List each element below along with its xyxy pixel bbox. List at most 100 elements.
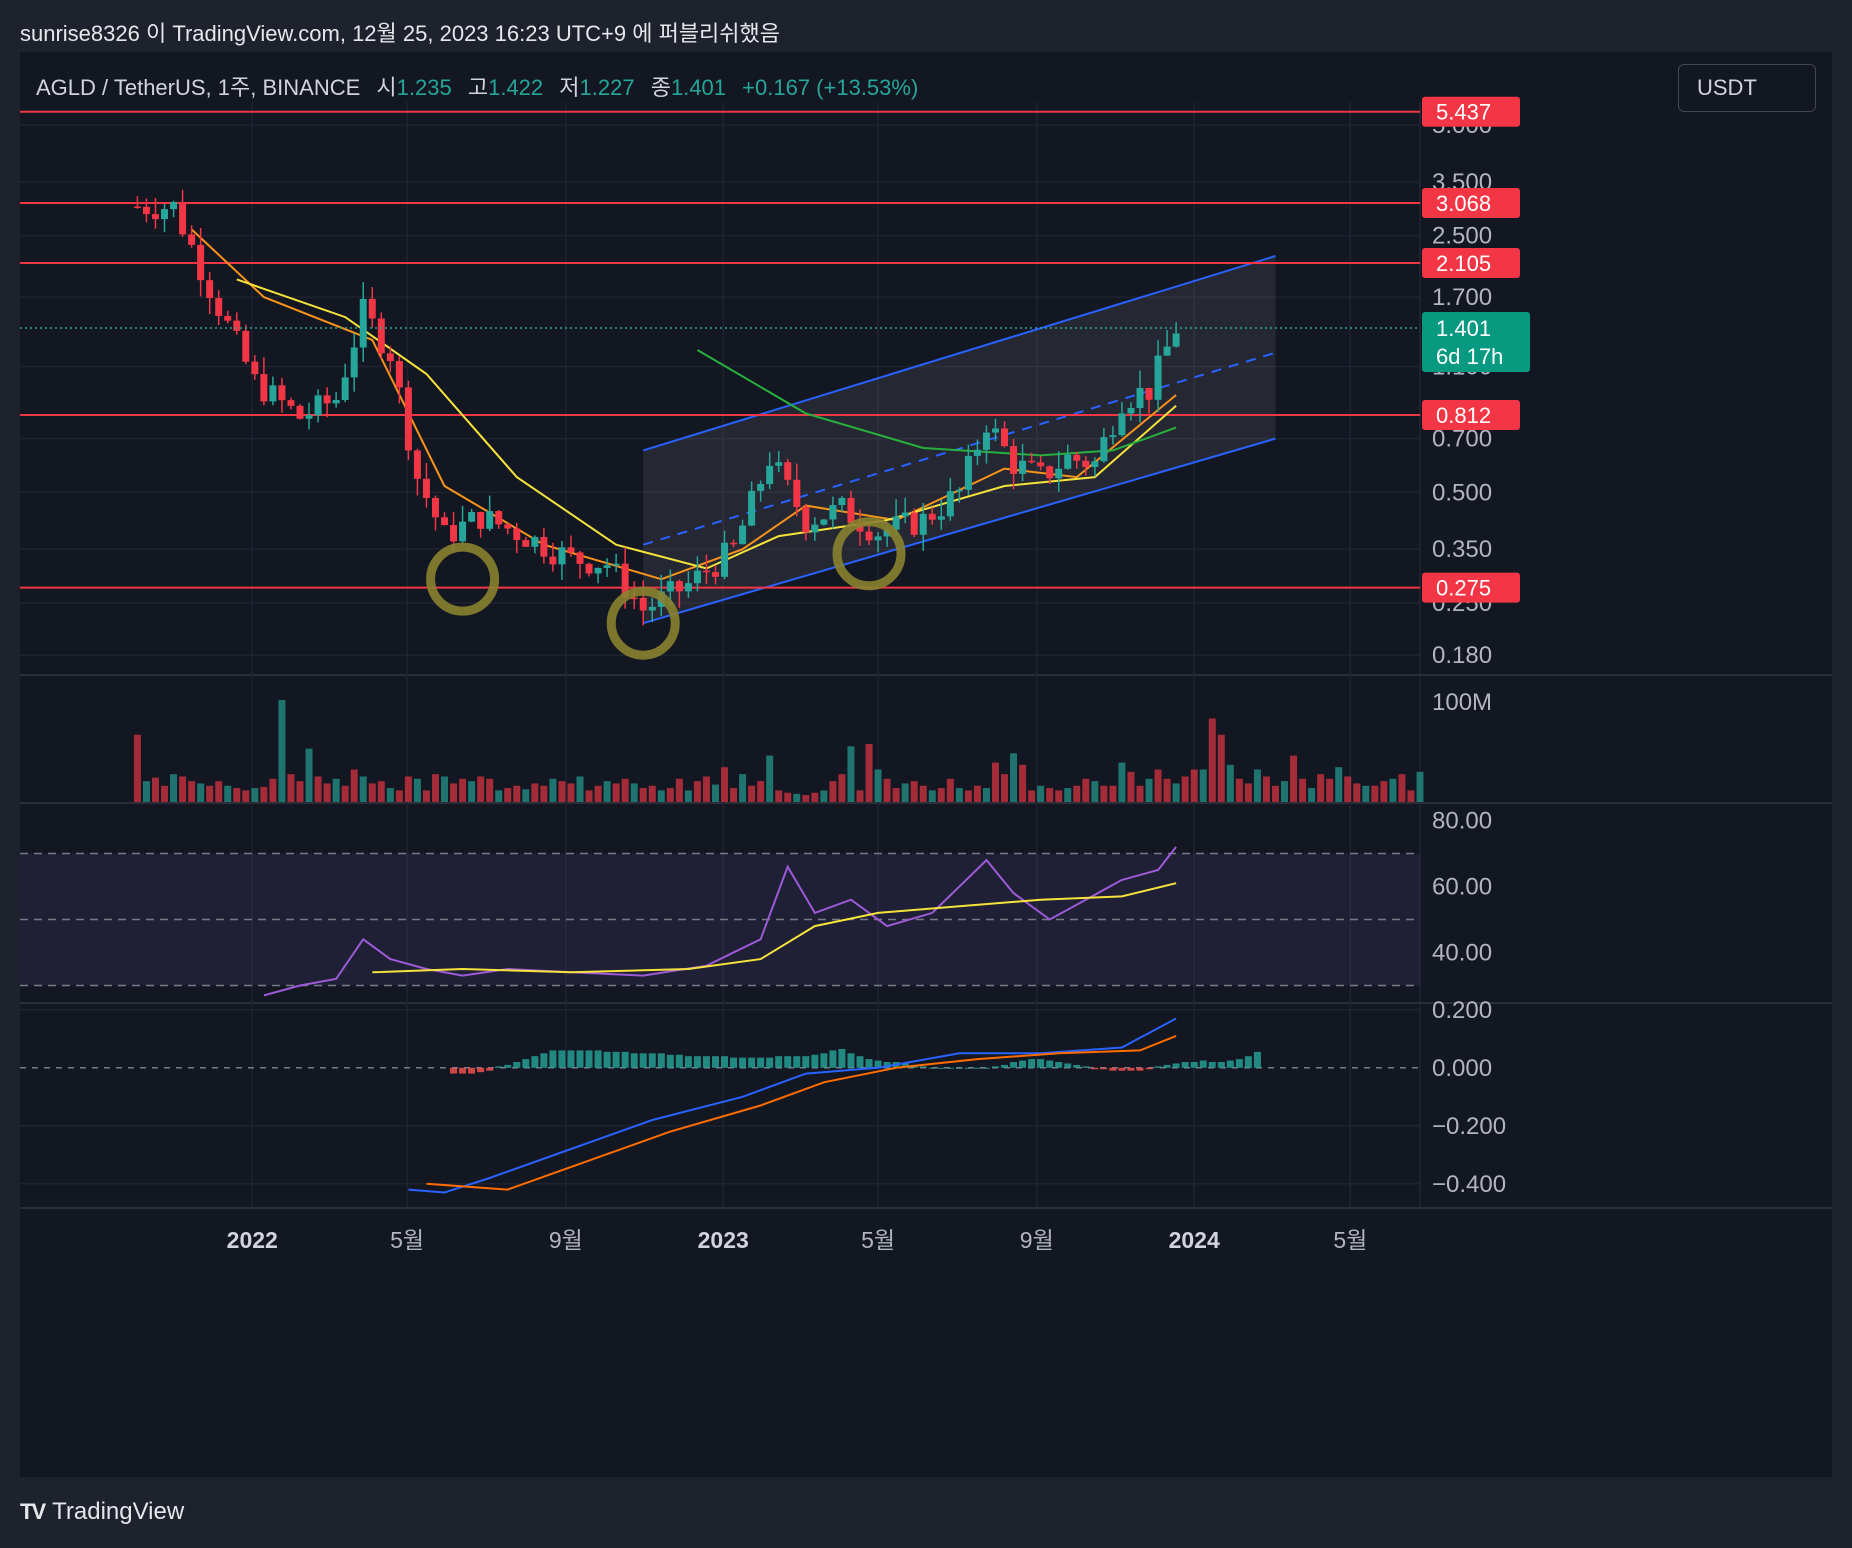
candle-body — [793, 479, 801, 507]
volume-bar — [1091, 781, 1099, 802]
candle-body — [865, 531, 873, 541]
volume-bar — [1235, 778, 1243, 802]
volume-bar — [404, 776, 412, 802]
candle-body — [477, 512, 485, 529]
channel-lower-line — [642, 437, 1276, 625]
candle-body — [441, 517, 449, 526]
volume-bar — [811, 792, 819, 802]
candle-body — [161, 209, 169, 220]
candle-body — [233, 320, 241, 331]
volume-bar — [224, 785, 232, 802]
volume-bar — [820, 790, 828, 802]
tradingview-logo-icon: TV — [20, 1499, 46, 1524]
volume-bar — [1217, 734, 1225, 802]
candle-body — [197, 244, 205, 281]
volume-bar — [1118, 762, 1126, 802]
macd-histogram-bar — [1154, 1066, 1162, 1068]
macd-histogram-bar — [1226, 1060, 1234, 1068]
marked-low-circle — [426, 542, 500, 616]
candle-body — [495, 511, 503, 525]
macd-histogram-bar — [639, 1053, 647, 1068]
volume-bar — [1344, 776, 1352, 802]
volume-bar — [702, 776, 710, 802]
volume-bar — [233, 788, 241, 802]
volume-bar — [504, 788, 512, 802]
macd-histogram-bar — [1091, 1067, 1099, 1070]
candle-body — [892, 516, 900, 530]
current-price-label: 1.401 — [1436, 316, 1491, 341]
volume-bar — [450, 783, 458, 802]
macd-histogram-bar — [730, 1057, 738, 1068]
candle-body — [269, 385, 277, 402]
volume-bar — [865, 744, 873, 802]
chart-canvas[interactable]: 2022 5월 9월 2023 5월 9월 2024 5월0.1800.2500.3500.5… — [20, 52, 1832, 1477]
candle-body — [296, 405, 304, 419]
volume-bar — [1055, 790, 1063, 802]
volume-bar — [395, 790, 403, 802]
macd-histogram-bar — [748, 1057, 756, 1068]
volume-bar — [549, 778, 557, 802]
candle-body — [675, 581, 683, 592]
candle-body — [404, 387, 412, 451]
macd-tick-label: 0.000 — [1432, 1055, 1492, 1082]
volume-bar — [305, 748, 313, 802]
volume-bar — [1064, 788, 1072, 802]
candle-body — [1118, 413, 1126, 436]
candle-body — [784, 462, 792, 480]
macd-histogram-bar — [874, 1060, 882, 1068]
macd-line — [408, 1017, 1177, 1194]
macd-tick-label: −0.200 — [1432, 1113, 1506, 1140]
volume-bar — [459, 778, 467, 802]
candle-body — [612, 563, 620, 566]
volume-bar — [603, 781, 611, 802]
candle-body — [730, 542, 738, 545]
macd-tick-label: −0.400 — [1432, 1171, 1506, 1198]
candle-body — [721, 542, 729, 577]
volume-bar — [287, 774, 295, 802]
volume-bar — [495, 790, 503, 802]
level-badge-label: 2.105 — [1436, 251, 1491, 276]
candle-body — [585, 563, 593, 574]
candle-body — [955, 489, 963, 492]
price-tick-label: 0.700 — [1432, 426, 1492, 453]
volume-bar — [1208, 718, 1216, 802]
candle-body — [151, 214, 159, 220]
currency-selector[interactable]: USDT — [1678, 64, 1816, 112]
volume-bar — [522, 789, 530, 802]
candle-body — [639, 597, 647, 611]
chart-frame[interactable]: 2022 5월 9월 2023 5월 9월 2024 5월 0.180 0.250 0.350 0.5… — [20, 52, 1832, 1477]
candle-body — [1037, 462, 1045, 467]
macd-histogram-bar — [1163, 1064, 1171, 1068]
macd-histogram-bar — [711, 1056, 719, 1068]
candle-body — [1064, 454, 1072, 469]
symbol-name[interactable]: AGLD / TetherUS, 1주, BINANCE — [36, 75, 361, 100]
tradingview-brand[interactable]: TV TradingView — [20, 1498, 184, 1526]
volume-bar — [1244, 783, 1252, 802]
macd-histogram-bar — [1019, 1060, 1027, 1068]
candle-body — [368, 298, 376, 319]
candle-body — [1145, 387, 1153, 400]
x-tick-label: 2024 — [1169, 1227, 1220, 1253]
volume-bar — [955, 788, 963, 802]
macd-histogram-bar — [1118, 1067, 1126, 1071]
volume-bar — [657, 790, 665, 802]
volume-bar — [422, 790, 430, 802]
macd-histogram-bar — [721, 1056, 729, 1068]
candle-body — [468, 512, 476, 522]
macd-histogram-bar — [1055, 1062, 1063, 1068]
candle-body — [377, 318, 385, 354]
macd-histogram-bar — [937, 1067, 945, 1069]
candle-body — [739, 525, 747, 545]
volume-bar — [278, 699, 286, 802]
macd-histogram-bar — [666, 1054, 674, 1068]
volume-bar — [567, 783, 575, 802]
candle-body — [973, 449, 981, 456]
volume-bar — [296, 781, 304, 802]
volume-bar — [1145, 778, 1153, 802]
macd-histogram-bar — [1217, 1062, 1225, 1068]
volume-bar — [1028, 790, 1036, 802]
candle-body — [1127, 407, 1135, 414]
macd-histogram-bar — [784, 1056, 792, 1068]
macd-histogram-bar — [567, 1050, 575, 1068]
close-label: 종 — [650, 75, 671, 100]
